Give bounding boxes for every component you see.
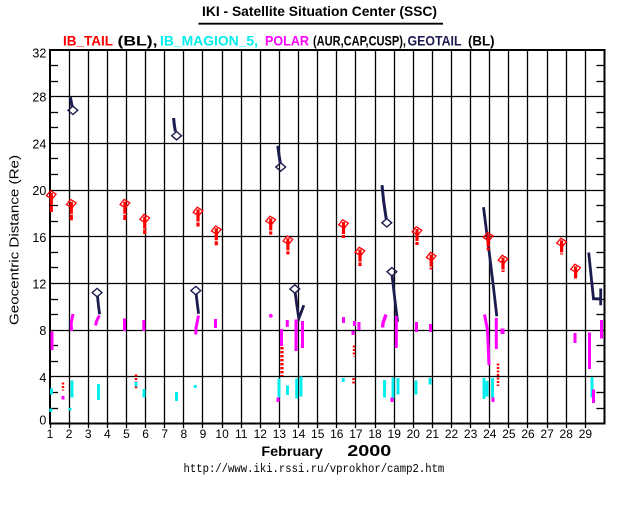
svg-text:16: 16 [32,231,46,245]
svg-text:29: 29 [579,427,593,441]
svg-text:18: 18 [368,427,382,441]
svg-text:17: 17 [349,427,363,441]
svg-text:16: 16 [330,427,344,441]
svg-text:28: 28 [32,91,46,105]
svg-text:5: 5 [123,427,130,441]
svg-text:13: 13 [273,427,287,441]
svg-text:POLAR: POLAR [265,33,309,49]
svg-text:IKI - Satellite Situation Cent: IKI - Satellite Situation Center (SSC) [202,3,437,19]
svg-text:9: 9 [200,427,207,441]
svg-text:3: 3 [85,427,92,441]
svg-text:20: 20 [407,427,421,441]
svg-text:28: 28 [560,427,574,441]
svg-text:21: 21 [426,427,440,441]
svg-text:23: 23 [464,427,478,441]
svg-text:32: 32 [32,46,46,60]
svg-text:(AUR,CAP,CUSP),: (AUR,CAP,CUSP), [313,33,406,49]
svg-text:20: 20 [32,184,46,198]
svg-text:26: 26 [521,427,535,441]
svg-text:http://www.iki.rssi.ru/vprokho: http://www.iki.rssi.ru/vprokhor/camp2.ht… [184,462,445,476]
svg-text:12: 12 [32,278,46,292]
svg-text:Geocentric Distance (Re): Geocentric Distance (Re) [7,155,22,325]
svg-text:6: 6 [142,427,149,441]
svg-text:25: 25 [502,427,516,441]
svg-text:8: 8 [180,427,187,441]
svg-text:22: 22 [445,427,459,441]
svg-text:11: 11 [235,427,248,441]
svg-text:7: 7 [161,427,168,441]
svg-text:4: 4 [39,371,46,385]
svg-text:12: 12 [254,427,268,441]
svg-text:24: 24 [483,427,497,441]
svg-text:February: February [261,443,323,459]
svg-text:IB_MAGION_5,: IB_MAGION_5, [160,33,258,49]
svg-text:10: 10 [215,427,229,441]
svg-text:2: 2 [66,427,73,441]
svg-text:15: 15 [311,427,325,441]
svg-text:4: 4 [104,427,111,441]
svg-text:0: 0 [39,413,46,427]
svg-text:14: 14 [292,427,306,441]
svg-text:IB_TAIL: IB_TAIL [63,33,113,49]
svg-text:24: 24 [32,137,46,151]
svg-text:27: 27 [540,427,554,441]
svg-text:2000: 2000 [347,443,391,460]
svg-text:GEOTAIL: GEOTAIL [408,33,462,49]
svg-text:19: 19 [388,427,402,441]
svg-text:8: 8 [39,324,46,338]
svg-text:1: 1 [47,427,54,441]
svg-text:(BL),: (BL), [118,33,158,49]
svg-text:(BL): (BL) [468,33,495,49]
